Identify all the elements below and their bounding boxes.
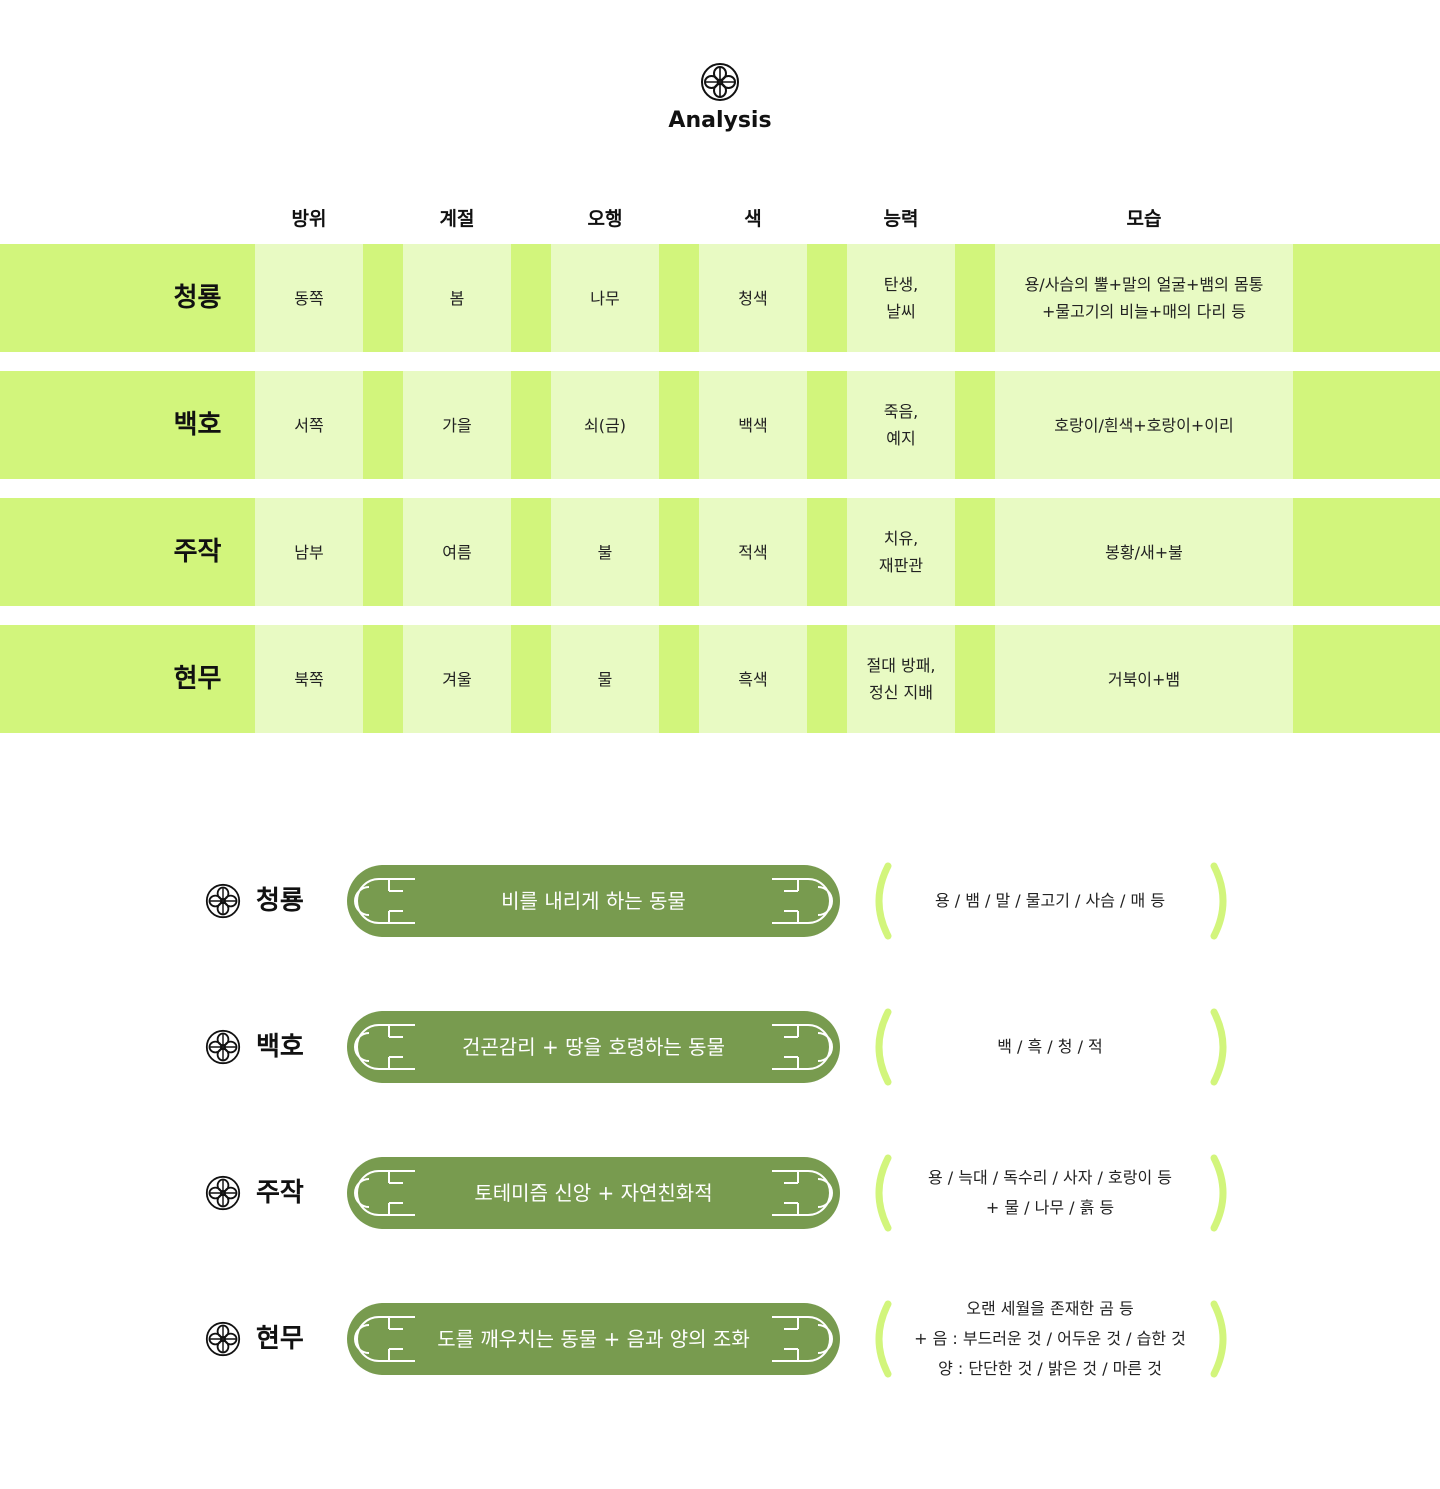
right-ornament-icon — [772, 1316, 833, 1362]
left-ornament-icon — [354, 1316, 415, 1362]
row-name: 현무 — [173, 664, 222, 694]
left-ornament-icon — [354, 1170, 415, 1216]
table-row: 주작 남부 여름 불 적색 치유, 재판관 봉황/새+불 — [0, 498, 1440, 606]
table-row: 청룡 동쪽 봄 나무 청색 탄생, 날씨 용/사슴의 뿔+말의 얼굴+뱀의 몸통… — [0, 244, 1440, 352]
item-description: 백 / 흑 / 청 / 적 — [997, 1037, 1103, 1056]
pill-text: 토테미즘 신앙 + 자연친화적 — [474, 1181, 713, 1205]
summary-pill: 토테미즘 신앙 + 자연친화적 — [347, 1157, 840, 1229]
summary-pill: 도를 깨우치는 동물 + 음과 양의 조화 — [347, 1303, 840, 1375]
pill-text: 건곤감리 + 땅을 호령하는 동물 — [462, 1035, 725, 1059]
table-cell: 나무 — [551, 244, 659, 352]
right-ornament-icon — [772, 878, 833, 924]
table-cell: 서쪽 — [255, 371, 363, 479]
table-cell: 겨울 — [403, 625, 511, 733]
table-cell: 남부 — [255, 498, 363, 606]
left-ornament-icon — [354, 878, 415, 924]
left-bracket-icon — [875, 862, 892, 940]
item-name: 주작 — [256, 1178, 304, 1208]
row-name: 백호 — [173, 410, 222, 440]
right-ornament-icon — [772, 1024, 833, 1070]
column-header-direction: 방위 — [291, 208, 327, 230]
table-cell: 동쪽 — [255, 244, 363, 352]
list-item: 백호 건곤감리 + 땅을 호령하는 동물 백 / 흑 / 청 / 적 — [0, 1002, 1440, 1092]
table-cell: 쇠(금) — [551, 371, 659, 479]
summary-pill: 건곤감리 + 땅을 호령하는 동물 — [347, 1011, 840, 1083]
column-header-appearance: 모습 — [1126, 208, 1162, 230]
right-bracket-icon — [1210, 1008, 1227, 1086]
right-bracket-icon — [1210, 1300, 1227, 1378]
table-cell: 불 — [551, 498, 659, 606]
item-description: 용 / 늑대 / 독수리 / 사자 / 호랑이 등 + 물 / 나무 / 흙 등 — [928, 1168, 1172, 1217]
table-cell: 절대 방패, 정신 지배 — [847, 625, 955, 733]
right-bracket-icon — [1210, 1154, 1227, 1232]
table-row: 현무 북쪽 겨울 물 흑색 절대 방패, 정신 지배 거북이+뱀 — [0, 625, 1440, 733]
row-name: 청룡 — [173, 283, 222, 313]
table-cell: 물 — [551, 625, 659, 733]
left-ornament-icon — [354, 1024, 415, 1070]
table-cell: 가을 — [403, 371, 511, 479]
clover-knot-icon — [700, 62, 740, 102]
clover-knot-icon — [205, 1175, 241, 1211]
table-cell: 백색 — [699, 371, 807, 479]
item-name: 현무 — [256, 1324, 304, 1354]
table-cell: 거북이+뱀 — [995, 625, 1293, 733]
table-cell: 죽음, 예지 — [847, 371, 955, 479]
table-cell: 여름 — [403, 498, 511, 606]
right-bracket-icon — [1210, 862, 1227, 940]
column-header-element: 오행 — [587, 208, 623, 230]
table-cell: 흑색 — [699, 625, 807, 733]
page-header: Analysis — [0, 62, 1440, 133]
clover-knot-icon — [205, 1321, 241, 1357]
summary-pill: 비를 내리게 하는 동물 — [347, 865, 840, 937]
table-cell: 적색 — [699, 498, 807, 606]
list-item: 현무 도를 깨우치는 동물 + 음과 양의 조화 오랜 세월을 존재한 곰 등 … — [0, 1294, 1440, 1384]
item-description: 오랜 세월을 존재한 곰 등 + 음 : 부드러운 것 / 어두운 것 / 습한… — [914, 1299, 1186, 1378]
table-cell: 봄 — [403, 244, 511, 352]
table-cell: 용/사슴의 뿔+말의 얼굴+뱀의 몸통 +물고기의 비늘+매의 다리 등 — [995, 244, 1293, 352]
left-bracket-icon — [875, 1300, 892, 1378]
table-cell: 호랑이/흰색+호랑이+이리 — [995, 371, 1293, 479]
left-bracket-icon — [875, 1008, 892, 1086]
table-cell: 탄생, 날씨 — [847, 244, 955, 352]
column-header-color: 색 — [744, 208, 762, 230]
table-cell: 봉황/새+불 — [995, 498, 1293, 606]
column-header-season: 계절 — [439, 208, 475, 230]
pill-text: 비를 내리게 하는 동물 — [501, 889, 686, 913]
item-name: 청룡 — [256, 886, 304, 916]
clover-knot-icon — [205, 883, 241, 919]
table-cell: 치유, 재판관 — [847, 498, 955, 606]
column-header-ability: 능력 — [883, 208, 919, 230]
page-title: Analysis — [668, 108, 772, 133]
item-name: 백호 — [256, 1032, 304, 1062]
clover-knot-icon — [205, 1029, 241, 1065]
row-name: 주작 — [173, 537, 222, 567]
list-item: 청룡 비를 내리게 하는 동물 용 / 뱀 / 말 / 물고기 / 사슴 / 매… — [0, 856, 1440, 946]
table-row: 백호 서쪽 가을 쇠(금) 백색 죽음, 예지 호랑이/흰색+호랑이+이리 — [0, 371, 1440, 479]
left-bracket-icon — [875, 1154, 892, 1232]
pill-text: 도를 깨우치는 동물 + 음과 양의 조화 — [437, 1327, 750, 1351]
right-ornament-icon — [772, 1170, 833, 1216]
table-cell: 청색 — [699, 244, 807, 352]
table-cell: 북쪽 — [255, 625, 363, 733]
list-item: 주작 토테미즘 신앙 + 자연친화적 용 / 늑대 / 독수리 / 사자 / 호… — [0, 1148, 1440, 1238]
item-description: 용 / 뱀 / 말 / 물고기 / 사슴 / 매 등 — [934, 891, 1166, 910]
